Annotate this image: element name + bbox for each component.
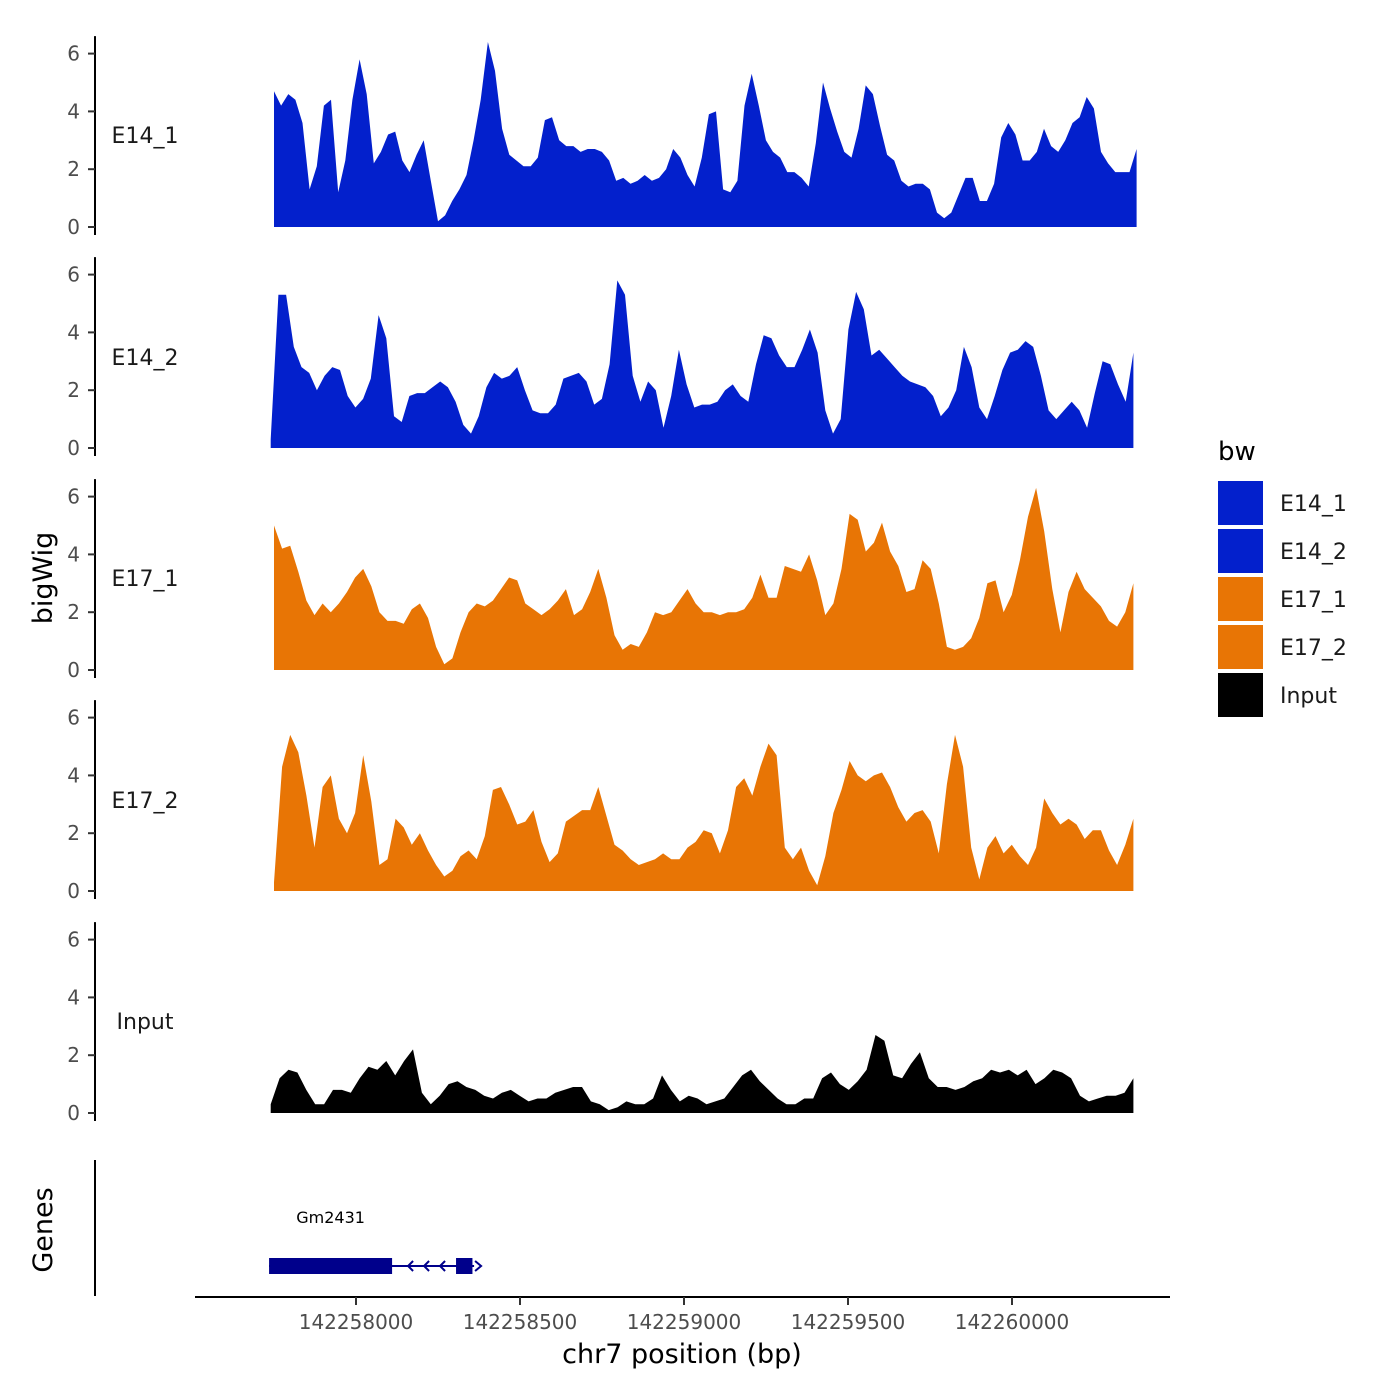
track-label-E17_2: E17_2 [112, 789, 179, 814]
y-tick-label-Input-2: 2 [67, 1043, 80, 1067]
y-tick-label-E17_2-2: 2 [67, 821, 80, 845]
y-tick-label-E17_1-4: 4 [67, 542, 80, 566]
area-E14_1 [274, 42, 1137, 227]
y-tick-label-E14_1-0: 0 [67, 215, 80, 239]
y-tick-label-E14_2-4: 4 [67, 320, 80, 344]
y-tick-label-Input-4: 4 [67, 985, 80, 1009]
track-label-E14_2: E14_2 [112, 346, 179, 371]
y-tick-label-E14_1-6: 6 [67, 42, 80, 66]
track-label-Input: Input [117, 1010, 174, 1035]
x-tick-label-142258500: 142258500 [463, 1310, 578, 1334]
track-E17_2: 0 2 4 6 E17_2 [67, 700, 1134, 903]
y-tick-label-Input-6: 6 [67, 928, 80, 952]
y-tick-label-E17_2-0: 0 [67, 879, 80, 903]
legend-item-E14_1: E14_1 [1218, 481, 1347, 525]
y-tick-label-E17_1-0: 0 [67, 658, 80, 682]
gene-track: Genes Gm2431 [28, 1160, 483, 1296]
x-tick-label-142259000: 142259000 [627, 1310, 742, 1334]
y-tick-label-E17_1-2: 2 [67, 600, 80, 624]
y-tick-label-E17_1-6: 6 [67, 485, 80, 509]
strand-arrow [422, 1260, 430, 1272]
x-tick-label-142260000: 142260000 [955, 1310, 1070, 1334]
legend-swatch-E17_2 [1218, 625, 1263, 669]
track-label-E17_1: E17_1 [112, 567, 179, 592]
gene-exon-2 [456, 1258, 473, 1274]
gene-label: Gm2431 [296, 1208, 365, 1227]
y-tick-label-E17_2-4: 4 [67, 763, 80, 787]
y-tick-label-E14_1-4: 4 [67, 99, 80, 123]
y-tick-label-E17_2-6: 6 [67, 706, 80, 730]
area-E14_2 [270, 280, 1134, 448]
legend-item-E14_2: E14_2 [1218, 529, 1347, 573]
legend: bw E14_1 E14_2 E17_1 E17_2 Input [1218, 437, 1347, 717]
legend-label-E14_2: E14_2 [1280, 540, 1347, 565]
legend-label-E17_2: E17_2 [1280, 636, 1347, 661]
legend-swatch-E17_1 [1218, 577, 1263, 621]
track-Input: 0 2 4 6 Input [67, 922, 1134, 1125]
legend-title: bw [1218, 437, 1256, 467]
area-E17_1 [274, 487, 1134, 670]
y-axis-title: bigWig [28, 532, 59, 625]
legend-item-E17_1: E17_1 [1218, 577, 1347, 621]
signal-tracks: 0 2 4 6 E14_1 0 2 4 6 E14_2 0 2 4 6 E17_1 0 2 4 6 E17_2 0 2 4 6… [67, 36, 1137, 1125]
legend-item-Input: Input [1218, 673, 1337, 717]
legend-item-E17_2: E17_2 [1218, 625, 1347, 669]
legend-label-Input: Input [1280, 684, 1337, 709]
strand-arrow [438, 1260, 446, 1272]
y-tick-label-Input-0: 0 [67, 1101, 80, 1125]
x-tick-label-142258000: 142258000 [299, 1310, 414, 1334]
area-E17_2 [274, 734, 1134, 891]
legend-label-E17_1: E17_1 [1280, 588, 1347, 613]
y-tick-label-E14_2-2: 2 [67, 378, 80, 402]
y-tick-label-E14_1-2: 2 [67, 157, 80, 181]
strand-arrow [406, 1260, 414, 1272]
area-Input [270, 1035, 1134, 1113]
track-E14_2: 0 2 4 6 E14_2 [67, 257, 1134, 460]
y-tick-label-E14_2-6: 6 [67, 263, 80, 287]
x-axis: chr7 position (bp) 142258000 142258500 142… [195, 1296, 1170, 1370]
legend-swatch-Input [1218, 673, 1263, 717]
gene-exon-1 [269, 1258, 393, 1274]
gene-Gm2431: Gm2431 [269, 1208, 483, 1274]
legend-swatch-E14_1 [1218, 481, 1263, 525]
track-label-E14_1: E14_1 [112, 124, 179, 149]
gene-end-marker [474, 1260, 483, 1272]
track-E17_1: 0 2 4 6 E17_1 [67, 479, 1134, 682]
legend-label-E14_1: E14_1 [1280, 492, 1347, 517]
legend-swatch-E14_2 [1218, 529, 1263, 573]
track-E14_1: 0 2 4 6 E14_1 [67, 36, 1137, 239]
genes-axis-title: Genes [28, 1187, 59, 1272]
y-tick-label-E14_2-0: 0 [67, 436, 80, 460]
x-tick-label-142259500: 142259500 [791, 1310, 906, 1334]
x-axis-title: chr7 position (bp) [562, 1339, 802, 1370]
